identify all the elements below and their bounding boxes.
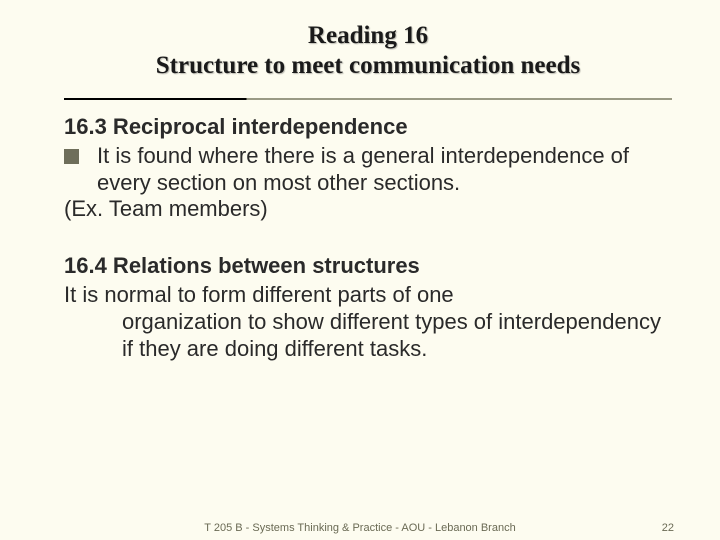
- section-16-4-continuation: organization to show different types of …: [64, 309, 672, 363]
- body-content: 16.3 Reciprocal interdependence It is fo…: [64, 114, 672, 363]
- title-line-1: Reading 16: [64, 22, 672, 50]
- section-16-3-example: (Ex. Team members): [64, 196, 672, 223]
- spacer: [64, 223, 672, 253]
- title-block: Reading 16 Structure to meet communicati…: [64, 22, 672, 80]
- section-16-3-text: It is found where there is a general int…: [97, 143, 672, 197]
- section-16-3-heading: 16.3 Reciprocal interdependence: [64, 114, 672, 141]
- slide: Reading 16 Structure to meet communicati…: [0, 0, 720, 540]
- divider-rule: [64, 98, 672, 100]
- footer-center-text: T 205 B - Systems Thinking & Practice - …: [204, 522, 515, 534]
- square-bullet-icon: [64, 149, 79, 164]
- section-16-4-heading: 16.4 Relations between structures: [64, 253, 672, 280]
- section-16-4-lead: It is normal to form different parts of …: [64, 282, 672, 309]
- page-number: 22: [662, 522, 674, 534]
- section-16-3-bullet: It is found where there is a general int…: [64, 143, 672, 197]
- title-line-2: Structure to meet communication needs: [64, 52, 672, 80]
